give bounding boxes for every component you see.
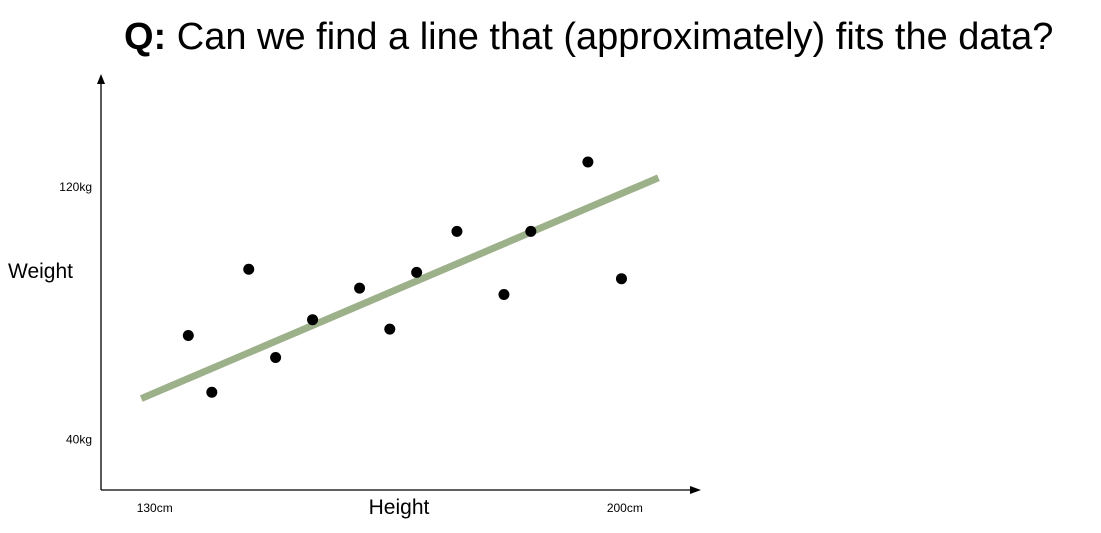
fit-line-layer bbox=[139, 174, 660, 402]
data-point bbox=[384, 323, 396, 335]
tick-labels: 130cm 200cm 40kg 120kg bbox=[59, 180, 643, 515]
data-point bbox=[307, 314, 319, 326]
x-axis-label: Height bbox=[369, 496, 430, 519]
title-prefix: Q: bbox=[124, 16, 167, 58]
axis-labels: Weight Height bbox=[8, 260, 430, 519]
data-point bbox=[243, 263, 255, 275]
data-point bbox=[498, 288, 510, 300]
data-point bbox=[411, 266, 423, 278]
y-tick-label: 40kg bbox=[66, 433, 92, 447]
x-axis-arrow-icon bbox=[690, 486, 701, 494]
data-point bbox=[615, 273, 627, 285]
title-text: Can we find a line that (approximately) … bbox=[176, 16, 1054, 58]
x-tick-label: 200cm bbox=[607, 501, 643, 515]
data-point bbox=[582, 156, 594, 168]
y-axis-label: Weight bbox=[8, 260, 73, 283]
slide-title: Q: Can we find a line that (approximatel… bbox=[124, 14, 1053, 60]
axes bbox=[97, 74, 701, 494]
data-point bbox=[451, 225, 463, 237]
points-layer bbox=[182, 156, 627, 398]
data-point bbox=[206, 386, 218, 398]
data-point bbox=[270, 352, 282, 364]
fit-line bbox=[139, 174, 660, 402]
data-point bbox=[182, 329, 194, 341]
y-tick-label: 120kg bbox=[59, 180, 92, 194]
x-tick-label: 130cm bbox=[137, 501, 173, 515]
y-axis-arrow-icon bbox=[97, 74, 105, 84]
data-point bbox=[354, 282, 366, 294]
data-point bbox=[525, 225, 537, 237]
